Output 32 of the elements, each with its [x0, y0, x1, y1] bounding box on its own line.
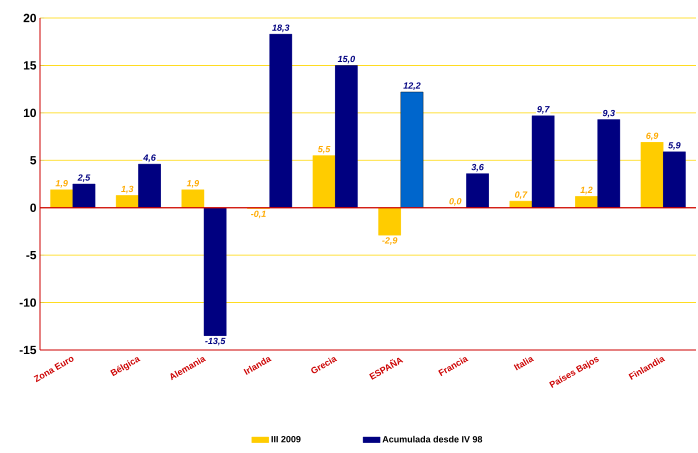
x-tick-label: Italia — [514, 357, 534, 370]
data-label: 1,3 — [121, 186, 134, 194]
data-label: 15,0 — [338, 56, 355, 64]
data-label: 18,3 — [272, 24, 290, 32]
y-tick-label: 20 — [24, 14, 36, 22]
data-label: -13,5 — [205, 338, 226, 346]
y-tick-label: -15 — [20, 346, 36, 354]
legend-label: Acumulada desde IV 98 — [382, 436, 482, 442]
data-label: -2,9 — [382, 237, 398, 245]
data-label: 6,9 — [646, 132, 658, 140]
data-label: 4,6 — [143, 154, 156, 162]
y-tick-label: 15 — [24, 61, 36, 70]
data-label: 1,9 — [186, 180, 200, 188]
data-label: 0,0 — [449, 198, 462, 206]
data-label: 1,9 — [56, 180, 68, 188]
data-label: -0,1 — [250, 210, 266, 218]
legend-label: III 2009 — [272, 436, 301, 442]
y-tick-label: -10 — [20, 298, 36, 307]
data-label: 9,3 — [602, 110, 615, 118]
y-tick-label: 0 — [30, 203, 36, 212]
data-label: 1,2 — [580, 186, 593, 194]
data-label: 9,7 — [537, 106, 550, 114]
x-tick-label: Zona Euro — [34, 356, 74, 382]
y-tick-label: -5 — [26, 250, 36, 260]
data-label: 5,5 — [318, 146, 330, 154]
data-label: 2,5 — [78, 174, 90, 182]
data-label: 5,9 — [668, 142, 681, 150]
data-label: 0,7 — [515, 191, 528, 200]
y-tick-label: 5 — [30, 156, 36, 164]
data-label: 3,6 — [471, 164, 484, 172]
y-tick-label: 10 — [24, 108, 36, 118]
data-label: 12,2 — [403, 82, 421, 90]
